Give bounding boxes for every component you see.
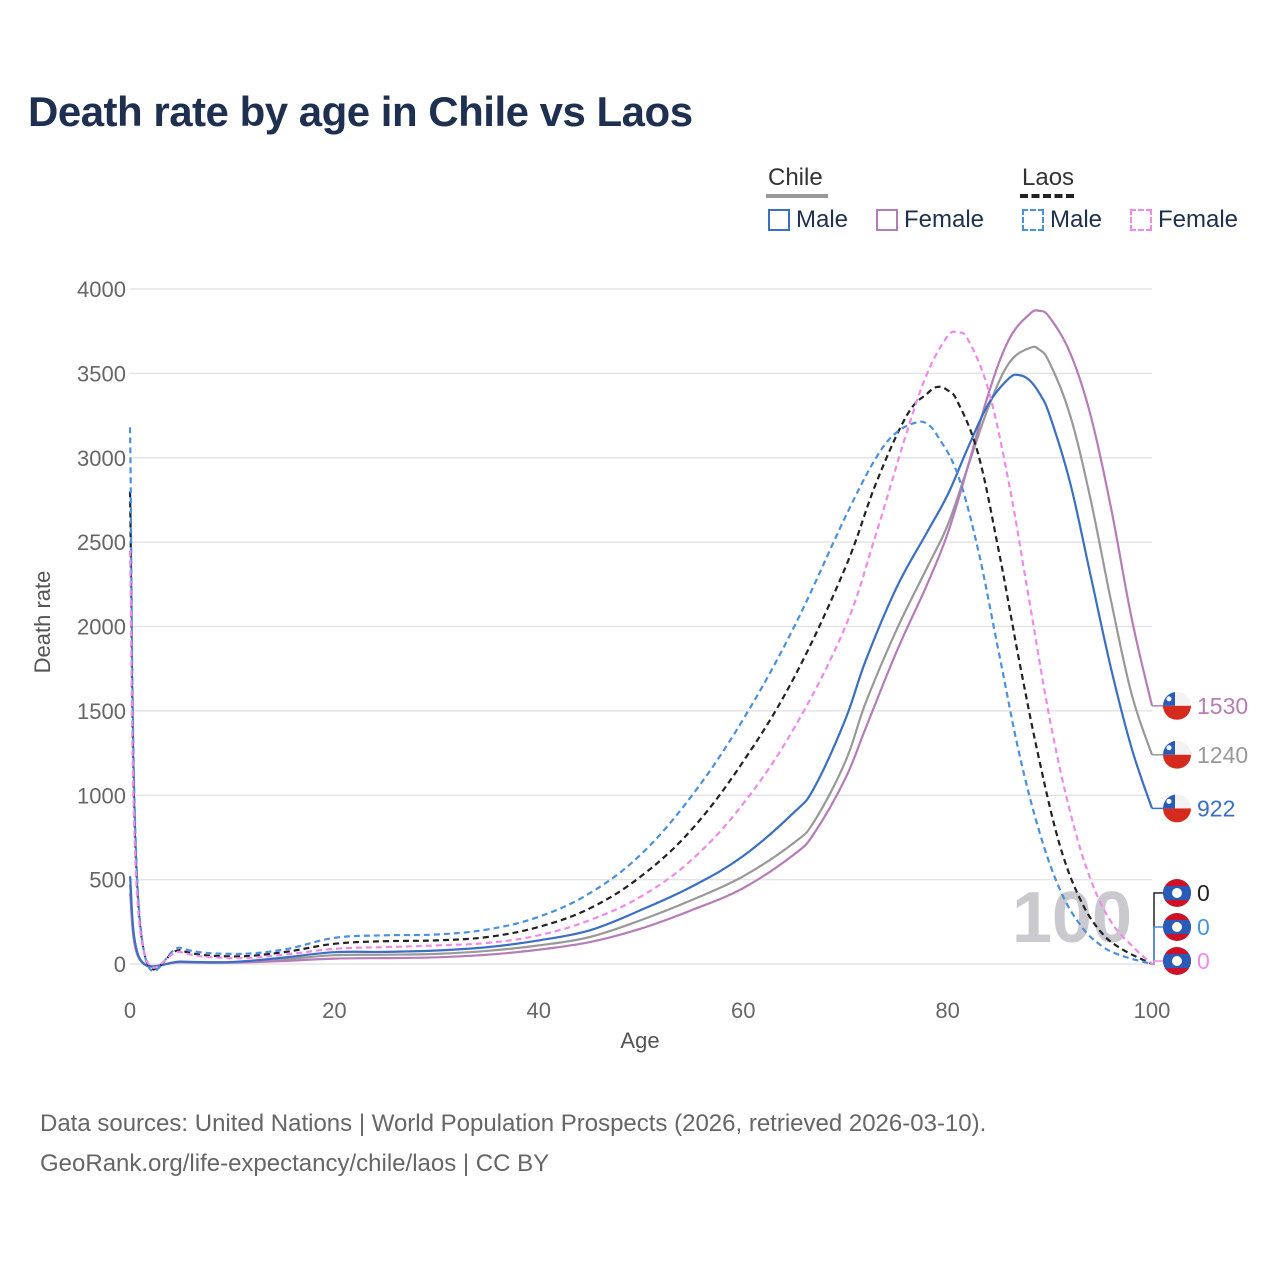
end-label-chile-total: 1240 <box>1197 742 1248 768</box>
source-line-2[interactable]: GeoRank.org/life-expectancy/chile/laos |… <box>40 1150 550 1177</box>
y-tick-3500: 3500 <box>77 361 126 386</box>
x-tick-40: 40 <box>527 998 551 1023</box>
legend-item-chile-female[interactable]: Female <box>876 206 984 234</box>
flag-laos-female <box>1163 947 1191 975</box>
legend-group-chile-title: Chile <box>768 164 823 191</box>
flag-chile-female <box>1163 691 1191 720</box>
legend-swatch-laos-female <box>1130 209 1152 231</box>
x-axis-label: Age <box>620 1028 659 1053</box>
flag-chile-total <box>1163 740 1191 769</box>
legend-swatch-chile-female <box>876 209 898 231</box>
legend-label-laos-male: Male <box>1050 206 1103 233</box>
legend-group-laos-line <box>1020 194 1074 198</box>
end-connector-laos-male <box>1152 926 1164 965</box>
y-tick-4000: 4000 <box>77 277 126 302</box>
legend-item-laos-female[interactable]: Female <box>1130 206 1238 234</box>
legend-label-laos-female: Female <box>1158 206 1239 233</box>
legend-label-chile-male: Male <box>796 206 849 233</box>
end-label-laos-total: 0 <box>1197 880 1210 906</box>
x-tick-20: 20 <box>322 998 346 1023</box>
y-tick-2500: 2500 <box>77 530 126 555</box>
end-connector-laos-female <box>1152 960 1164 965</box>
y-tick-1000: 1000 <box>77 783 126 808</box>
end-labels: 1530 1240 922 0 0 0 <box>1152 691 1248 975</box>
y-tick-1500: 1500 <box>77 699 126 724</box>
legend-item-laos-male[interactable]: Male <box>1022 206 1102 234</box>
x-tick-100: 100 <box>1134 998 1171 1023</box>
y-tick-2000: 2000 <box>77 615 126 640</box>
x-tick-60: 60 <box>731 998 755 1023</box>
line-chile-male[interactable] <box>128 373 1154 968</box>
source-line-1: Data sources: United Nations | World Pop… <box>40 1110 987 1137</box>
series-lines <box>128 309 1154 972</box>
grid <box>130 288 1152 965</box>
end-label-chile-male: 922 <box>1197 795 1235 821</box>
legend-item-chile-male[interactable]: Male <box>768 206 848 234</box>
y-axis: 0 500 1000 1500 2000 2500 3000 3500 4000 <box>77 277 126 977</box>
line-laos-male[interactable] <box>128 420 1153 972</box>
legend-swatch-chile-male <box>768 209 790 231</box>
flag-laos-male <box>1163 913 1191 941</box>
year-watermark: 100 <box>1012 878 1132 958</box>
line-chile-female[interactable] <box>128 309 1154 968</box>
flag-laos-total <box>1163 879 1191 907</box>
legend-swatch-laos-male <box>1022 209 1044 231</box>
y-tick-3000: 3000 <box>77 446 126 471</box>
end-label-laos-male: 0 <box>1197 914 1210 940</box>
y-tick-0: 0 <box>114 952 126 977</box>
legend-group-laos-title: Laos <box>1022 164 1075 191</box>
line-laos-female[interactable] <box>128 330 1153 969</box>
x-tick-80: 80 <box>935 998 959 1023</box>
legend-label-chile-female: Female <box>904 206 985 233</box>
chart-title: Death rate by age in Chile vs Laos <box>28 88 693 135</box>
y-axis-label: Death rate <box>30 571 55 674</box>
x-axis: 0 20 40 60 80 100 <box>124 998 1170 1023</box>
end-label-chile-female: 1530 <box>1197 693 1248 719</box>
y-tick-500: 500 <box>89 868 126 893</box>
flag-chile-male <box>1163 794 1191 823</box>
x-tick-0: 0 <box>124 998 136 1023</box>
legend-group-chile-line <box>766 194 828 198</box>
line-laos-total[interactable] <box>128 385 1153 971</box>
end-label-laos-female: 0 <box>1197 948 1210 974</box>
line-chile-total[interactable] <box>128 345 1154 968</box>
